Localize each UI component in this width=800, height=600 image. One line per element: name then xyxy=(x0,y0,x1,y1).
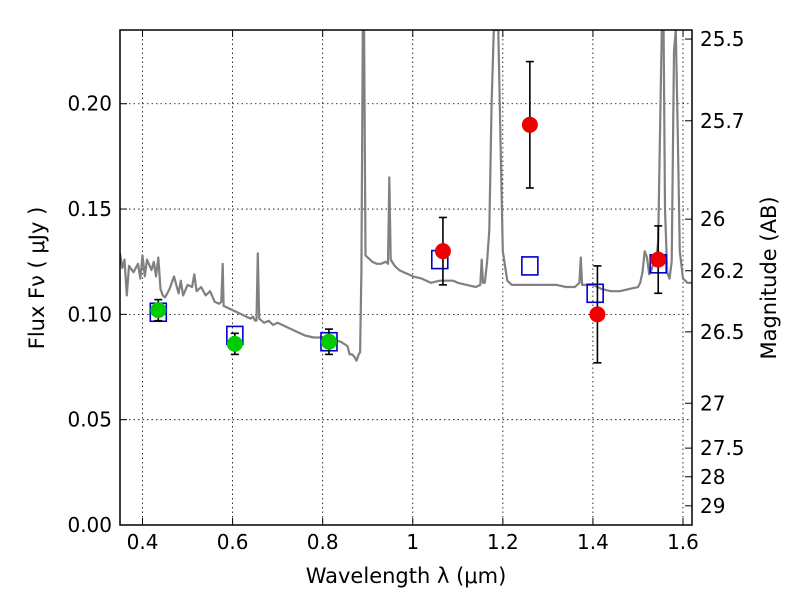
y-tick-label: 0.00 xyxy=(67,513,112,537)
y-tick-label: 0.05 xyxy=(67,408,112,432)
observed-infrared-point xyxy=(589,306,606,323)
y2-tick-label: 26.2 xyxy=(700,259,745,283)
data-layer xyxy=(120,30,692,362)
axes: 0.4 0.6 0.8 1 1.2 1.4 1.6 0.00 0.05 0.10 0.15 0.20 2… xyxy=(67,27,744,554)
observed-optical-point xyxy=(150,302,167,319)
y2-tick-label: 28 xyxy=(700,465,725,489)
y2-tick-label: 27.5 xyxy=(700,436,745,460)
observed-infrared-point xyxy=(650,251,667,268)
x-tick-label: 0.8 xyxy=(307,530,339,554)
x-tick-label: 0.4 xyxy=(127,530,159,554)
y2-tick-label: 25.5 xyxy=(700,27,745,51)
observed-optical-point xyxy=(226,335,243,352)
x-tick-label: 1 xyxy=(406,530,419,554)
x-tick-label: 1.2 xyxy=(487,530,519,554)
y2-tick-label: 26.5 xyxy=(700,320,745,344)
x-tick-label: 0.6 xyxy=(217,530,249,554)
model-square-marker xyxy=(586,283,604,304)
y2-tick-label: 25.7 xyxy=(700,109,745,133)
observed-optical-point xyxy=(320,333,337,350)
y2-tick-label: 27 xyxy=(700,391,725,415)
y2-tick-label: 26 xyxy=(700,207,725,231)
y-tick-label: 0.15 xyxy=(67,197,112,221)
plot-frame xyxy=(119,29,693,526)
observed-infrared-point xyxy=(434,243,451,260)
model-square-marker xyxy=(521,256,539,276)
marker-layer xyxy=(149,60,668,364)
x-axis-label: Wavelength λ (μm) xyxy=(306,564,507,588)
y2-axis-label: Magnitude (AB) xyxy=(757,196,781,359)
y2-tick-label: 29 xyxy=(700,494,725,518)
observed-infrared-point xyxy=(521,116,538,133)
x-tick-label: 1.4 xyxy=(577,530,609,554)
y-axis-label: Flux Fν ( μJy ) xyxy=(25,207,49,350)
spectrum-line xyxy=(120,30,692,362)
y-tick-label: 0.10 xyxy=(67,302,112,326)
y-tick-label: 0.20 xyxy=(67,92,112,116)
x-tick-label: 1.6 xyxy=(667,530,699,554)
